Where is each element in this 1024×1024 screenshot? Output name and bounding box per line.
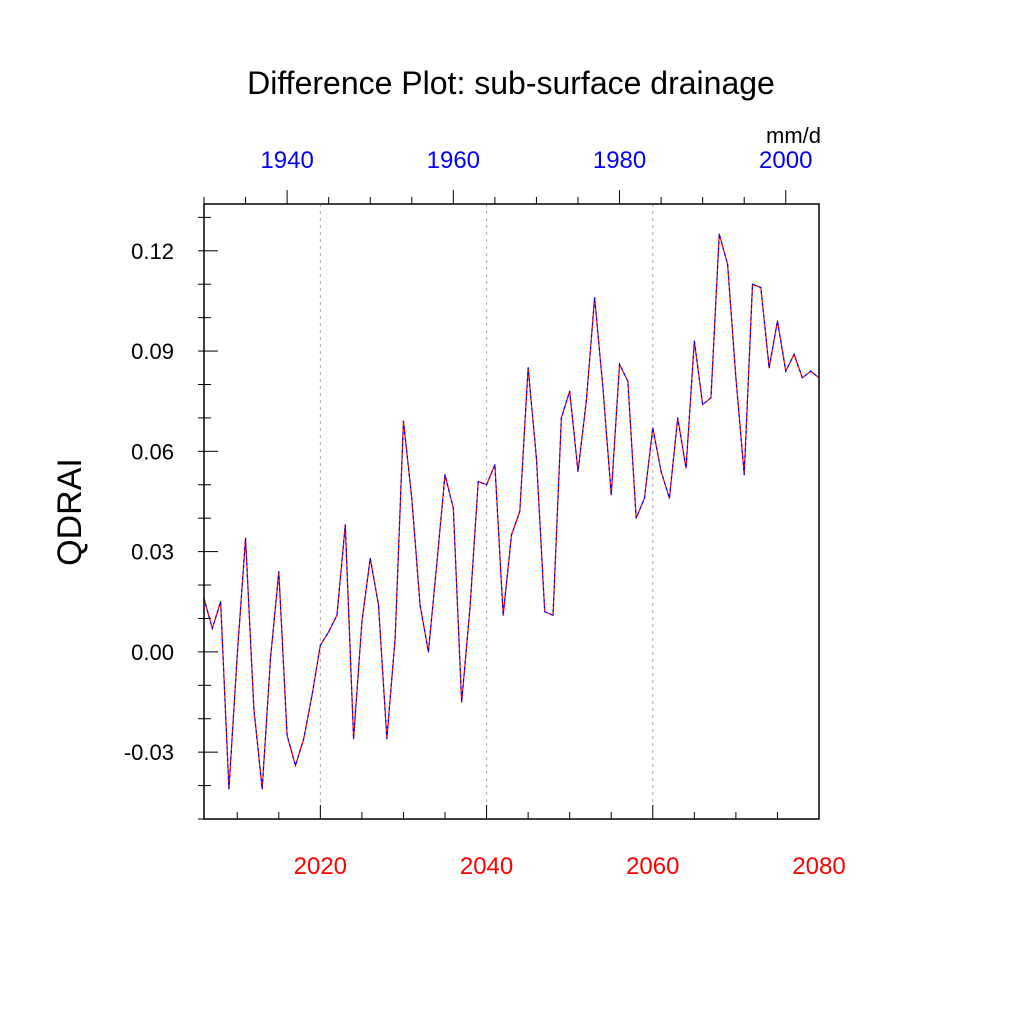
- data-point: [610, 494, 612, 496]
- data-point: [776, 320, 779, 322]
- gridlines: [319, 204, 654, 819]
- data-point: [677, 417, 679, 419]
- y-tick-label: 0.12: [131, 239, 174, 264]
- data-point: [477, 480, 479, 483]
- axes: -0.03 0.00 0.03 0.06 0.09 0.12 2020 2040 2060 208…: [124, 147, 846, 880]
- plot-frame: [203, 203, 820, 820]
- x-bottom-tick-label: 2080: [792, 853, 845, 880]
- data-point: [311, 694, 313, 696]
- data-point: [211, 627, 213, 630]
- data-point: [635, 517, 637, 519]
- x-top-tick-label: 1960: [427, 147, 480, 174]
- data-point: [760, 286, 762, 289]
- series-line-blue: [203, 233, 820, 789]
- data-point: [419, 604, 421, 606]
- data-point: [643, 497, 646, 499]
- series-line-red: [203, 233, 820, 789]
- data-point: [253, 708, 255, 710]
- data-point: [552, 614, 554, 616]
- data-point: [436, 564, 438, 566]
- data-point: [344, 524, 346, 526]
- data-point: [502, 614, 504, 616]
- x-top-tick-label: 1980: [593, 147, 646, 174]
- data-point: [577, 470, 579, 472]
- data-point: [519, 510, 521, 513]
- data-point: [427, 651, 429, 653]
- data-point: [369, 557, 371, 559]
- data-point: [693, 340, 695, 342]
- data-point: [278, 571, 280, 573]
- data-point: [469, 607, 471, 610]
- x-bottom-tick-label: 2020: [294, 853, 347, 880]
- data-point: [768, 367, 770, 369]
- data-point: [394, 637, 396, 640]
- data-point: [286, 734, 288, 737]
- x-top-tick-label: 1940: [260, 147, 313, 174]
- data-point: [294, 764, 297, 767]
- chart-title: Difference Plot: sub-surface drainage: [247, 65, 775, 101]
- data-point: [386, 738, 388, 740]
- data-point: [585, 400, 587, 402]
- data-point: [544, 611, 546, 613]
- data-point: [801, 377, 803, 379]
- data-point: [236, 654, 238, 656]
- data-point: [461, 701, 463, 703]
- x-bottom-tick-label: 2040: [460, 853, 513, 880]
- data-point: [602, 387, 604, 389]
- data-point: [411, 497, 413, 499]
- data-point: [303, 738, 305, 740]
- data-point: [660, 470, 662, 472]
- data-point: [735, 377, 737, 379]
- data-point: [569, 390, 571, 392]
- data-point: [751, 283, 754, 285]
- data-point: [627, 380, 629, 382]
- data-point: [261, 788, 263, 790]
- data-point: [702, 403, 704, 406]
- data-point: [726, 263, 729, 265]
- data-series: [203, 233, 820, 790]
- data-point: [668, 497, 671, 499]
- data-point: [336, 614, 338, 616]
- data-point: [710, 397, 712, 399]
- y-axis-label: QDRAI: [51, 458, 89, 566]
- data-point: [485, 484, 488, 486]
- data-point: [560, 417, 562, 419]
- data-point: [718, 233, 720, 235]
- y-tick-label: 0.06: [131, 439, 174, 464]
- data-point: [510, 534, 513, 536]
- y-tick-label: 0.09: [131, 339, 174, 364]
- data-point: [220, 601, 222, 603]
- units-label: mm/d: [766, 123, 821, 148]
- data-point: [685, 467, 687, 469]
- data-point: [228, 788, 230, 790]
- data-point: [244, 537, 247, 539]
- x-bottom-tick-label: 2060: [626, 853, 679, 880]
- data-point: [452, 507, 454, 509]
- data-point: [618, 363, 621, 366]
- data-point: [793, 353, 795, 356]
- y-tick-label: 0.03: [131, 540, 174, 565]
- data-point: [535, 457, 538, 459]
- y-tick-label: 0.00: [131, 640, 174, 665]
- data-point: [377, 604, 380, 606]
- y-tick-label: -0.03: [124, 740, 174, 765]
- data-point: [319, 644, 321, 646]
- data-point: [402, 420, 405, 422]
- data-point: [527, 367, 529, 369]
- data-point: [785, 370, 787, 372]
- data-point: [361, 621, 363, 623]
- data-point: [494, 464, 496, 466]
- data-point: [743, 474, 745, 476]
- data-point: [652, 427, 654, 429]
- data-point: [594, 296, 596, 299]
- data-point: [810, 370, 812, 372]
- data-point: [328, 631, 330, 633]
- data-point: [444, 474, 446, 476]
- x-top-tick-label: 2000: [759, 147, 812, 174]
- data-point: [269, 657, 272, 660]
- data-point: [352, 738, 355, 740]
